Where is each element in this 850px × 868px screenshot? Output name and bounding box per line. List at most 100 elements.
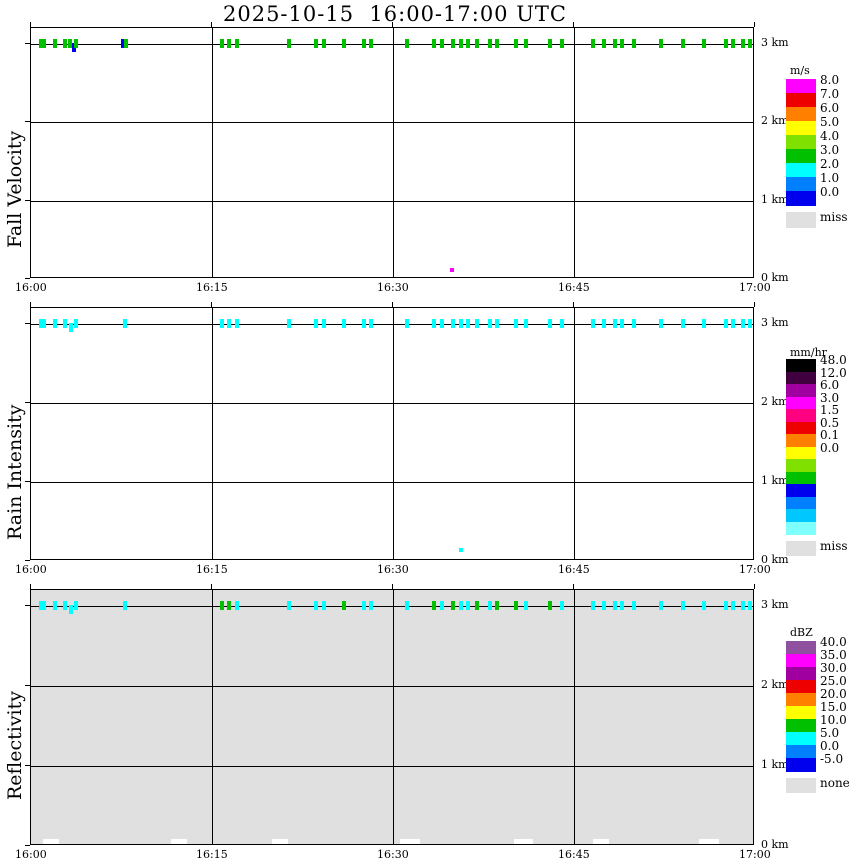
- data-mark: [559, 318, 564, 328]
- data-mark: [68, 322, 73, 332]
- data-mark: [313, 318, 318, 328]
- gridline-horizontal: [31, 122, 753, 123]
- data-mark: [475, 38, 480, 48]
- x-axis-tick-mark: [211, 302, 212, 307]
- x-axis-tick-label: 17:00: [739, 281, 771, 294]
- data-mark: [405, 318, 410, 328]
- colorbar-missing-label: miss: [820, 210, 848, 224]
- data-mark: [341, 38, 346, 48]
- y-axis-tick-mark: [25, 200, 30, 201]
- bottom-gap-patch: [170, 839, 187, 844]
- data-mark: [123, 318, 128, 328]
- colorbar-swatch: [786, 758, 816, 772]
- data-mark: [73, 601, 78, 610]
- data-mark: [514, 38, 519, 48]
- colorbar-tick-label: 2.0: [820, 157, 840, 171]
- data-mark: [523, 38, 528, 48]
- data-mark: [458, 38, 463, 48]
- data-mark: [226, 38, 231, 48]
- data-mark: [547, 38, 552, 48]
- y-axis-tick-mark: [25, 323, 30, 324]
- data-mark: [120, 38, 125, 48]
- data-mark: [219, 601, 224, 610]
- x-axis-tick-mark: [754, 584, 755, 589]
- data-mark: [591, 601, 596, 610]
- x-axis-tick-mark: [392, 584, 393, 589]
- y-axis-tick-label: 3 km: [761, 35, 789, 49]
- colorbar-tick-label: 35.0: [820, 648, 847, 662]
- data-mark: [494, 38, 499, 48]
- colorbar-swatch: [786, 680, 816, 694]
- y-axis-tick-mark: [25, 481, 30, 482]
- data-mark: [432, 38, 437, 48]
- colorbar-swatch: [786, 471, 816, 485]
- data-mark: [369, 601, 374, 610]
- data-mark: [632, 601, 637, 610]
- gridline-horizontal: [31, 606, 753, 607]
- colorbar-tick-label: 1.5: [820, 403, 840, 417]
- axis-label-reflectivity: Reflectivity: [4, 691, 26, 800]
- bottom-gap-patch: [43, 839, 59, 844]
- x-axis-tick-mark: [392, 302, 393, 307]
- data-mark: [514, 318, 519, 328]
- colorbar-units-label: dBZ: [790, 626, 813, 639]
- data-mark: [465, 38, 470, 48]
- y-axis-tick-mark: [25, 605, 30, 606]
- data-mark: [440, 318, 445, 328]
- data-mark: [124, 38, 129, 48]
- data-mark: [68, 605, 73, 614]
- data-mark: [341, 318, 346, 328]
- data-mark: [362, 318, 367, 328]
- y-axis-tick-mark: [25, 402, 30, 403]
- data-mark: [42, 318, 47, 328]
- data-mark: [514, 601, 519, 610]
- colorbar-tick-label: 6.0: [820, 101, 840, 115]
- y-axis-tick-label: 2 km: [761, 114, 789, 128]
- colorbar-tick-label: 48.0: [820, 353, 847, 367]
- data-mark: [602, 318, 607, 328]
- gridline-vertical: [393, 590, 394, 844]
- colorbar-swatch: [786, 384, 816, 398]
- data-mark: [494, 601, 499, 610]
- colorbar-swatch: [786, 484, 816, 498]
- data-mark: [559, 601, 564, 610]
- gridline-horizontal: [31, 324, 753, 325]
- colorbar-swatch: [786, 409, 816, 423]
- y-axis-tick-label: 3 km: [761, 598, 789, 611]
- x-axis-tick-label: 16:00: [15, 563, 47, 576]
- data-mark: [494, 318, 499, 328]
- x-axis-tick-label: 17:00: [739, 563, 771, 576]
- colorbar-tick-label: 12.0: [820, 365, 847, 380]
- gridline-horizontal: [31, 482, 753, 483]
- data-mark: [73, 318, 78, 328]
- data-mark: [748, 38, 753, 48]
- data-mark: [219, 38, 224, 48]
- colorbar-tick-label: 5.0: [820, 115, 840, 129]
- data-mark: [523, 601, 528, 610]
- colorbar-swatch: [786, 509, 816, 523]
- data-mark: [632, 318, 637, 328]
- colorbar-swatch: [786, 693, 816, 707]
- data-mark: [702, 318, 707, 328]
- colorbar-tick-label: 0.0: [820, 185, 840, 199]
- data-mark: [591, 38, 596, 48]
- colorbar-swatch: [786, 654, 816, 668]
- colorbar-swatch: [786, 745, 816, 759]
- data-mark: [724, 601, 729, 610]
- data-mark: [38, 318, 43, 328]
- x-axis-tick-label: 16:15: [196, 848, 228, 861]
- bottom-gap-patch: [400, 839, 420, 844]
- gridline-vertical: [393, 308, 394, 559]
- x-axis-tick-mark: [573, 302, 574, 307]
- colorbar-tick-label: 0.5: [820, 415, 840, 430]
- data-mark: [42, 601, 47, 610]
- data-mark: [313, 601, 318, 610]
- colorbar-tick-label: 25.0: [820, 674, 847, 688]
- x-axis-tick-label: 16:45: [558, 281, 590, 294]
- data-mark: [613, 38, 618, 48]
- data-mark: [341, 601, 346, 610]
- colorbar-tick-label: 0.1: [820, 428, 840, 442]
- data-mark: [226, 601, 231, 610]
- data-mark: [602, 38, 607, 48]
- plot-area-rain-intensity: [31, 308, 753, 559]
